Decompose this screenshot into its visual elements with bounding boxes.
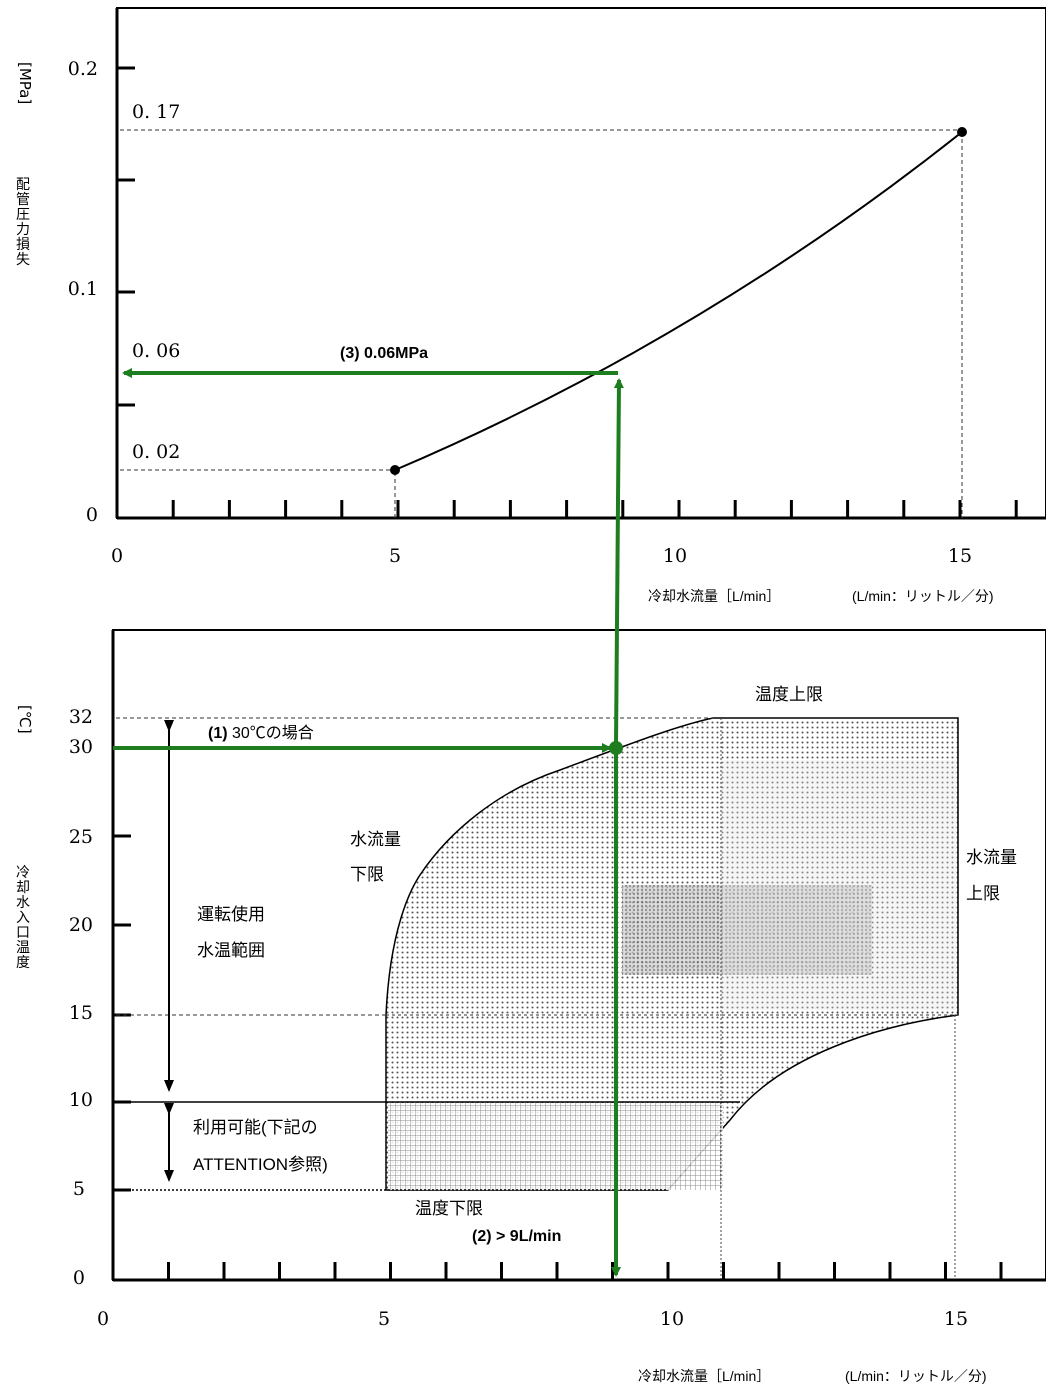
top-x-axis-note: (L/min：リットル／分) — [852, 588, 994, 604]
bottom-y-unit: [℃] — [16, 705, 34, 734]
point-5-0-02 — [390, 465, 400, 475]
label-usable-2: ATTENTION参照) — [193, 1155, 328, 1174]
bottom-x-tick-10: 10 — [660, 1308, 684, 1330]
step1-point — [609, 741, 623, 755]
dense-shade-block — [622, 885, 872, 975]
step3-link-arrow — [613, 378, 624, 746]
mark-0-02: 0. 02 — [132, 441, 180, 463]
axis-label-char: 管 — [16, 192, 30, 208]
top-tick-marks — [117, 66, 1018, 518]
bottom-y-tick-10: 10 — [69, 1089, 93, 1111]
bottom-x-tick-15: 15 — [944, 1308, 968, 1330]
label-temp-upper: 温度上限 — [755, 685, 823, 704]
top-x-tick-15: 15 — [948, 545, 972, 567]
label-flow-lower-2: 下限 — [350, 865, 384, 884]
axis-label-char: 却 — [16, 880, 30, 896]
top-x-tick-10: 10 — [663, 545, 687, 567]
bottom-x-tick-0: 0 — [97, 1308, 109, 1330]
label-operating-range-2: 水温範囲 — [197, 941, 265, 960]
bottom-y-axis-label: 冷却水入口温度 — [14, 866, 32, 971]
annotation-0-06mpa: (3) 0.06MPa — [340, 345, 428, 362]
axis-label-char: 入 — [16, 910, 30, 926]
light-shade-block — [720, 760, 956, 1010]
label-flow-lower-1: 水流量 — [350, 830, 401, 849]
label-flow-upper-1: 水流量 — [966, 848, 1017, 867]
top-x-axis-label: 冷却水流量［L/min］ — [648, 588, 780, 604]
water-temp-chart: 32 30 25 20 15 10 5 0 0 5 10 15 冷却水流量［L/… — [69, 629, 1046, 1384]
axis-label-char: 配 — [16, 177, 30, 193]
label-flow-upper-2: 上限 — [966, 884, 1000, 903]
mark-0-17: 0. 17 — [132, 101, 180, 123]
axis-label-char: 温 — [16, 940, 30, 956]
top-y-unit: [MPa] — [16, 62, 34, 105]
axis-label-char: 力 — [16, 222, 30, 238]
bottom-y-tick-25: 25 — [69, 826, 93, 848]
step1-text: 30℃の場合 — [228, 724, 314, 742]
axis-label-char: 圧 — [16, 207, 30, 223]
top-x-tick-5: 5 — [389, 545, 401, 567]
bottom-x-tick-5: 5 — [378, 1308, 390, 1330]
bottom-y-tick-15: 15 — [69, 1002, 93, 1024]
usable-band-region — [388, 1103, 723, 1190]
pressure-loss-chart: 0.2 0.1 0 0 5 10 15 冷却水流量［L/min］ (L/min：… — [68, 7, 1046, 604]
axis-label-char: 度 — [16, 955, 30, 971]
bottom-y-tick-20: 20 — [69, 914, 93, 936]
top-y-axis-label: 配管圧力損失 — [14, 178, 32, 268]
top-y-tick-0-1: 0.1 — [68, 278, 98, 300]
label-temp-lower: 温度下限 — [415, 1199, 483, 1218]
bottom-x-axis-note: (L/min：リットル／分) — [845, 1368, 987, 1384]
axis-label-char: 冷 — [16, 865, 30, 881]
label-usable-1: 利用可能(下記の — [193, 1118, 318, 1137]
top-y-tick-0-2: 0.2 — [68, 58, 98, 80]
mark-0-06: 0. 06 — [132, 340, 180, 362]
bottom-y-tick-30: 30 — [69, 736, 93, 758]
pressure-loss-curve — [394, 131, 963, 471]
axis-label-char: 口 — [16, 925, 30, 941]
bottom-y-axis-label-text: 冷却水入口温度 — [14, 866, 32, 971]
axis-label-char: 水 — [16, 895, 30, 911]
step1-label: (1) 30℃の場合 — [208, 724, 314, 742]
top-x-tick-0: 0 — [111, 545, 123, 567]
label-operating-range-1: 運転使用 — [197, 904, 265, 924]
bottom-y-tick-5: 5 — [73, 1178, 85, 1200]
top-y-axis-label-text: 配管圧力損失 — [14, 178, 32, 268]
axis-label-char: 失 — [16, 252, 30, 268]
top-y-tick-0: 0 — [86, 504, 98, 526]
axis-label-char: 損 — [16, 237, 30, 253]
point-15-0-17 — [957, 127, 967, 137]
bottom-y-tick-0: 0 — [73, 1267, 85, 1289]
step1-num: (1) — [208, 725, 228, 742]
bottom-y-tick-32: 32 — [69, 706, 93, 728]
step2-label: (2) > 9L/min — [472, 1228, 561, 1245]
top-plot-frame — [116, 7, 1046, 519]
bottom-x-axis-label: 冷却水流量［L/min］ — [638, 1368, 770, 1384]
